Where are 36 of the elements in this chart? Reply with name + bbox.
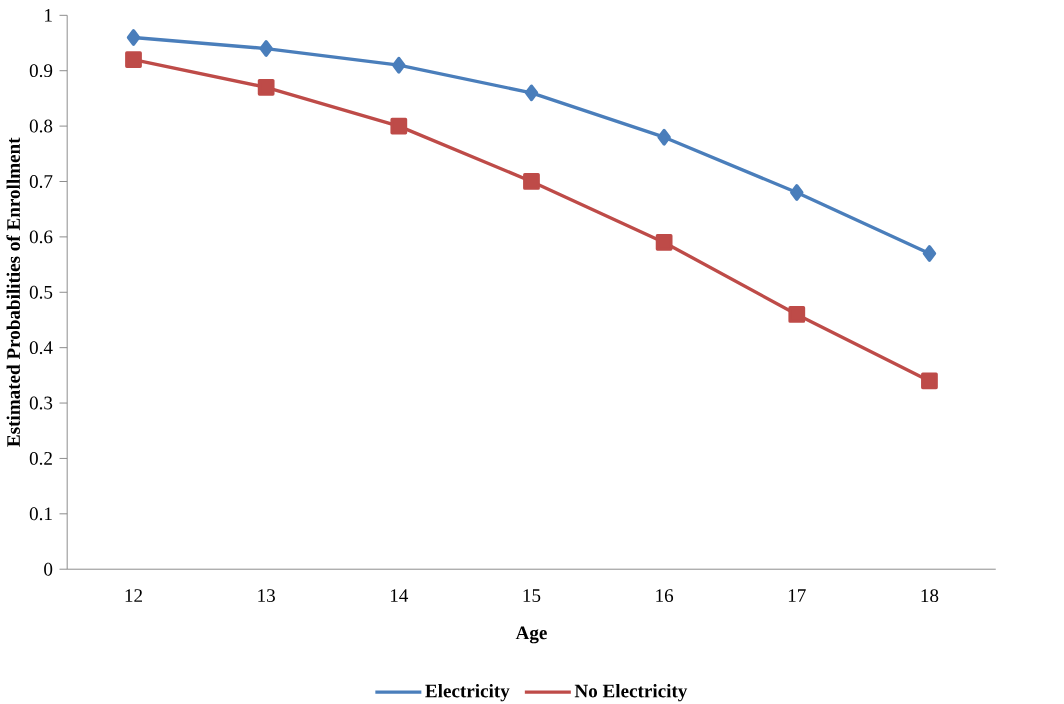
y-tick-label: 0.1 bbox=[29, 507, 52, 521]
y-tick-label: 0.3 bbox=[29, 396, 53, 410]
y-tick-label: 0.2 bbox=[29, 451, 52, 465]
point bbox=[257, 78, 275, 96]
x-tick-label: 14 bbox=[390, 589, 409, 602]
point bbox=[788, 306, 806, 323]
y-tick-label: 0.6 bbox=[29, 230, 53, 244]
x-axis-title: Age bbox=[515, 626, 547, 644]
x-tick-label: 17 bbox=[788, 589, 806, 602]
point bbox=[655, 234, 673, 251]
point bbox=[922, 245, 937, 262]
point bbox=[126, 29, 141, 46]
y-tick-label: 0.8 bbox=[29, 119, 53, 133]
y-axis-title: Estimated Probabilities of Enrollment bbox=[6, 137, 20, 447]
legend-label: Electricity bbox=[425, 684, 510, 702]
y-tick-label: 0.9 bbox=[29, 64, 53, 78]
legend-label: No Electricity bbox=[574, 684, 688, 702]
point bbox=[921, 372, 938, 390]
x-tick-label: 16 bbox=[656, 589, 674, 603]
point bbox=[125, 51, 142, 69]
point bbox=[523, 173, 540, 190]
point bbox=[524, 84, 539, 102]
point bbox=[259, 40, 273, 57]
point bbox=[790, 184, 804, 201]
point bbox=[390, 117, 408, 135]
x-tick-label: 18 bbox=[921, 589, 939, 603]
point bbox=[392, 56, 406, 74]
y-tick-label: 0.5 bbox=[29, 285, 53, 299]
y-tick-label: 0 bbox=[44, 562, 53, 576]
x-tick-label: 15 bbox=[523, 589, 541, 602]
x-tick-label: 13 bbox=[258, 589, 275, 603]
y-tick-label: 0.4 bbox=[29, 341, 53, 355]
y-tick-label: 0.7 bbox=[29, 175, 53, 188]
y-tick-label: 1 bbox=[45, 9, 52, 22]
x-tick-label: 12 bbox=[125, 589, 142, 602]
point bbox=[657, 128, 671, 146]
